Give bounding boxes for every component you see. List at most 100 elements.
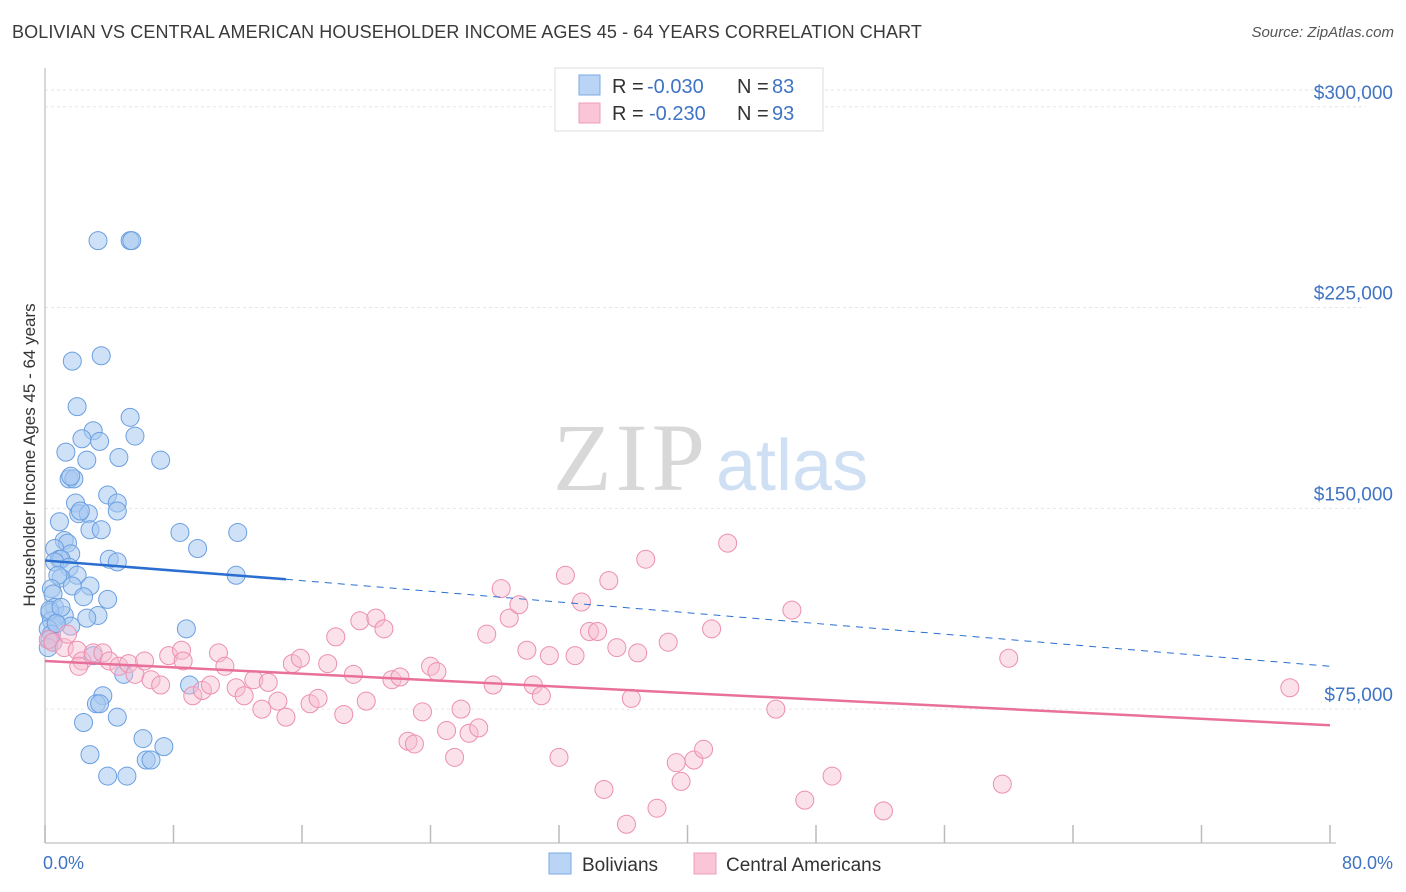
- y-tick-label: $75,000: [1324, 685, 1393, 706]
- bolivians-point: [180, 675, 200, 695]
- bolivians-trend-line: [44, 559, 287, 581]
- bolivians-point: [98, 589, 118, 609]
- central-americans-point: [412, 702, 432, 722]
- y-axis-label: Householder Income Ages 45 - 64 years: [20, 303, 39, 606]
- central-americans-point: [718, 533, 738, 553]
- central-americans-point: [509, 595, 529, 615]
- central-americans-point: [599, 571, 619, 591]
- y-tick-label: $150,000: [1314, 484, 1393, 505]
- central-americans-point: [616, 814, 636, 834]
- central-americans-point: [565, 646, 585, 666]
- central-americans-point: [451, 699, 471, 719]
- bolivians-point: [109, 447, 129, 467]
- central-americans-point: [200, 675, 220, 695]
- bolivians-point: [107, 552, 127, 572]
- central-americans-point: [459, 723, 479, 743]
- central-americans-point: [159, 646, 179, 666]
- central-americans-point: [517, 640, 537, 660]
- central-americans-points: [38, 533, 1300, 834]
- central-americans-point: [702, 619, 722, 639]
- central-americans-point: [366, 608, 386, 628]
- bolivians-point: [122, 231, 142, 251]
- watermark: ZIP atlas: [553, 404, 868, 511]
- central-americans-point: [531, 686, 551, 706]
- bolivians-point: [72, 429, 92, 449]
- bolivians-point: [133, 729, 153, 749]
- central-americans-point: [258, 672, 278, 692]
- bolivians-point: [88, 231, 108, 251]
- central-americans-point: [427, 662, 447, 682]
- bolivians-point: [74, 587, 94, 607]
- bolivians-point: [176, 619, 196, 639]
- bolivians-point: [228, 522, 248, 542]
- central-americans-point: [694, 739, 714, 759]
- central-americans-point: [1280, 678, 1300, 698]
- central-americans-point: [226, 678, 246, 698]
- central-americans-point: [658, 632, 678, 652]
- central-americans-point: [647, 798, 667, 818]
- watermark-zip: ZIP: [553, 404, 709, 511]
- bottom-legend-swatch-bolivians: [548, 852, 572, 875]
- central-americans-point: [173, 651, 193, 671]
- central-americans-point: [621, 688, 641, 708]
- legend-n-value-2: 93: [772, 103, 794, 125]
- bolivians-point: [170, 522, 190, 542]
- bolivians-point: [151, 450, 171, 470]
- bolivians-point: [74, 713, 94, 733]
- bolivians-point: [90, 694, 110, 714]
- central-americans-point: [539, 646, 559, 666]
- central-americans-point: [72, 651, 92, 671]
- central-americans-point: [350, 611, 370, 631]
- central-americans-point: [822, 766, 842, 786]
- legend-n-label-2: N =: [737, 103, 769, 125]
- bolivians-point: [98, 766, 118, 786]
- bolivians-point: [154, 737, 174, 757]
- legend-swatch-central-americans: [578, 102, 601, 124]
- central-americans-point: [290, 648, 310, 668]
- y-tick-labels: $75,000 $150,000 $225,000 $300,000: [1314, 83, 1393, 706]
- central-americans-point: [421, 656, 440, 676]
- bolivians-point: [117, 766, 137, 786]
- watermark-atlas: atlas: [716, 426, 868, 506]
- bolivians-point: [120, 407, 140, 427]
- bolivians-point: [91, 520, 111, 540]
- y-tick-label: $300,000: [1314, 83, 1393, 104]
- central-americans-point: [343, 664, 363, 684]
- central-americans-point: [469, 718, 489, 738]
- central-americans-point: [318, 654, 338, 674]
- legend-swatch-bolivians: [578, 74, 601, 96]
- central-americans-point: [43, 632, 63, 652]
- central-americans-point: [628, 643, 648, 663]
- legend-n-value-1: 83: [772, 76, 794, 98]
- central-americans-point: [594, 779, 614, 799]
- central-americans-point: [588, 622, 608, 642]
- central-americans-point: [666, 753, 686, 773]
- central-americans-point: [93, 643, 113, 663]
- central-americans-point: [390, 667, 410, 687]
- central-americans-point: [445, 747, 465, 767]
- bolivians-point: [70, 501, 90, 521]
- central-americans-point: [252, 699, 272, 719]
- central-americans-point: [483, 675, 503, 695]
- stats-legend: R = -0.030 N = 83 R = -0.230 N = 93: [554, 67, 824, 132]
- central-americans-point: [477, 624, 497, 644]
- central-americans-point: [992, 774, 1012, 794]
- central-americans-point: [404, 734, 424, 754]
- central-americans-point: [766, 699, 786, 719]
- chart-title: BOLIVIAN VS CENTRAL AMERICAN HOUSEHOLDER…: [12, 22, 922, 42]
- bolivians-trend-extension: [285, 578, 1331, 667]
- x-tick-label-max: 80.0%: [1342, 853, 1393, 873]
- bolivians-point: [49, 512, 69, 532]
- central-americans-point: [141, 670, 161, 690]
- bolivians-point: [77, 450, 97, 470]
- bolivians-point: [77, 608, 97, 628]
- central-americans-point: [782, 600, 802, 620]
- bolivians-point: [61, 466, 81, 486]
- y-tick-label: $225,000: [1314, 284, 1393, 305]
- bolivians-point: [56, 442, 76, 462]
- legend-r-label-2: R =: [612, 103, 644, 125]
- bolivians-point: [91, 346, 111, 366]
- central-americans-trend-line: [44, 659, 1331, 727]
- central-americans-point: [873, 801, 893, 821]
